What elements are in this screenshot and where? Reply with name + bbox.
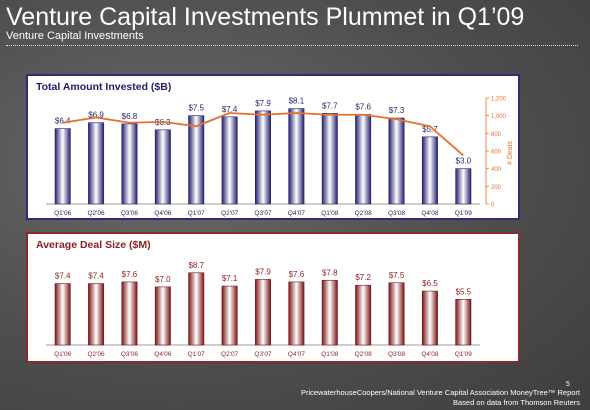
bar xyxy=(388,117,405,205)
data-label: $5.5 xyxy=(456,287,472,296)
bar xyxy=(288,108,305,205)
data-label: $7.4 xyxy=(222,105,238,114)
bar xyxy=(121,123,138,205)
bar xyxy=(54,283,71,346)
data-label: $7.5 xyxy=(389,271,405,280)
data-label: $6.9 xyxy=(88,111,104,120)
data-label: $7.5 xyxy=(188,104,204,113)
avg-deal-size-chart-panel: Average Deal Size ($M) $7.4 Q1'06 $7.4 Q2'06… xyxy=(26,232,520,363)
bar xyxy=(188,115,205,205)
bar xyxy=(221,116,238,205)
x-tick-label: Q1'07 xyxy=(188,210,206,217)
x-tick-label: Q4'08 xyxy=(421,351,439,358)
total-invested-chart: Total Amount Invested ($B) $6.4 Q1'06 $6.9 Q… xyxy=(36,81,514,217)
secondary-tick-label: 800 xyxy=(491,132,502,138)
chart-title: Average Deal Size ($M) xyxy=(36,239,151,251)
x-tick-label: Q1'09 xyxy=(455,210,473,217)
secondary-tick-label: 200 xyxy=(491,185,502,191)
x-tick-label: Q3'08 xyxy=(388,210,406,217)
data-label: $7.1 xyxy=(222,274,238,283)
x-tick-label: Q3'07 xyxy=(254,351,272,358)
data-label: $3.0 xyxy=(456,157,472,166)
data-label: $6.8 xyxy=(122,112,138,121)
source-line-1: PricewaterhouseCoopers/National Venture … xyxy=(300,388,580,397)
data-label: $7.4 xyxy=(88,272,104,281)
total-invested-chart-panel: Total Amount Invested ($B) $6.4 Q1'06 $6.9 Q… xyxy=(26,74,520,220)
x-tick-label: Q2'08 xyxy=(355,351,373,358)
data-label: $7.6 xyxy=(289,270,305,279)
data-label: $7.9 xyxy=(255,267,271,276)
bar xyxy=(255,279,271,346)
data-label: $7.6 xyxy=(122,270,138,279)
bar xyxy=(455,168,472,205)
x-tick-label: Q2'07 xyxy=(221,351,239,358)
x-tick-label: Q2'07 xyxy=(221,210,239,217)
data-label: $7.6 xyxy=(355,102,371,111)
avg-deal-size-chart: Average Deal Size ($M) $7.4 Q1'06 $7.4 Q2'06… xyxy=(36,239,480,358)
source-note: PricewaterhouseCoopers/National Venture … xyxy=(301,388,580,408)
x-tick-label: Q4'07 xyxy=(288,351,306,358)
data-label: $6.5 xyxy=(422,279,438,288)
x-tick-label: Q3'06 xyxy=(121,351,139,358)
data-label: $7.4 xyxy=(55,272,71,281)
x-tick-label: Q3'06 xyxy=(121,210,139,217)
x-tick-label: Q4'06 xyxy=(154,351,172,358)
data-label: $6.4 xyxy=(55,117,71,126)
source-line-2: Based on data from Thomson Reuters xyxy=(452,398,580,407)
bar xyxy=(388,282,405,346)
bar xyxy=(154,286,171,346)
bar xyxy=(255,110,271,205)
bar xyxy=(355,114,372,205)
data-label: $7.3 xyxy=(389,106,405,115)
data-label: $5.7 xyxy=(422,125,438,134)
secondary-tick-label: 1,000 xyxy=(491,114,507,120)
x-tick-label: Q3'08 xyxy=(388,351,406,358)
data-label: $7.8 xyxy=(322,268,338,277)
data-label: $8.7 xyxy=(188,261,204,270)
bar xyxy=(54,128,71,205)
slide-subtitle: Venture Capital Investments xyxy=(6,30,144,42)
bar xyxy=(288,281,305,346)
x-tick-label: Q1'08 xyxy=(321,351,339,358)
secondary-axis-label: # Deals xyxy=(507,141,514,165)
secondary-tick-label: 0 xyxy=(491,203,495,209)
bar xyxy=(321,279,338,346)
x-tick-label: Q1'06 xyxy=(54,351,72,358)
bar xyxy=(188,272,205,346)
bar xyxy=(121,281,138,346)
bar xyxy=(154,129,171,205)
bar xyxy=(321,113,338,205)
secondary-tick-label: 1,200 xyxy=(491,97,507,103)
page-number: 5 xyxy=(566,381,570,388)
data-label: $7.9 xyxy=(255,99,271,108)
data-label: $7.2 xyxy=(355,273,371,282)
slide-title: Venture Capital Investments Plummet in Q… xyxy=(6,3,525,31)
secondary-tick-label: 400 xyxy=(491,167,502,173)
bar xyxy=(221,285,238,346)
data-label: $8.1 xyxy=(289,97,305,106)
bar xyxy=(455,299,472,346)
secondary-tick-label: 600 xyxy=(491,150,502,156)
x-tick-label: Q4'06 xyxy=(154,210,172,217)
x-tick-label: Q4'08 xyxy=(421,210,439,217)
bar xyxy=(88,122,105,205)
x-tick-label: Q4'07 xyxy=(288,210,306,217)
x-tick-label: Q3'07 xyxy=(254,210,272,217)
data-label: $7.7 xyxy=(322,101,338,110)
bar xyxy=(355,284,372,346)
bar xyxy=(421,290,438,346)
chart-title: Total Amount Invested ($B) xyxy=(36,81,171,93)
x-tick-label: Q1'09 xyxy=(455,351,473,358)
x-tick-label: Q1'06 xyxy=(54,210,72,217)
x-tick-label: Q2'06 xyxy=(87,351,105,358)
x-tick-label: Q1'08 xyxy=(321,210,339,217)
data-label: $7.0 xyxy=(155,275,171,284)
title-divider xyxy=(6,45,578,46)
bar xyxy=(88,283,105,346)
bar xyxy=(421,136,438,205)
x-tick-label: Q2'08 xyxy=(355,210,373,217)
deals-line xyxy=(62,112,464,157)
x-tick-label: Q1'07 xyxy=(188,351,206,358)
x-tick-label: Q2'06 xyxy=(87,210,105,217)
